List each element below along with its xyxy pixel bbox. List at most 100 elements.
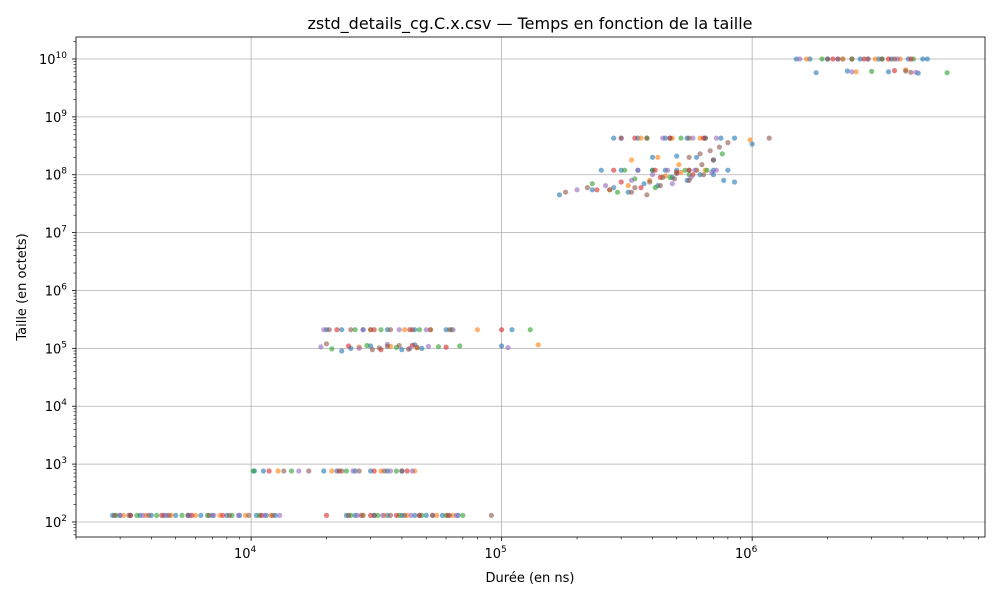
scatter-point (211, 512, 217, 519)
scatter-point (647, 179, 653, 185)
scatter-point (474, 327, 480, 333)
scatter-point (671, 176, 678, 182)
scatter-point (323, 512, 330, 519)
scatter-point (226, 512, 233, 519)
scatter-point (924, 56, 930, 62)
y-tick-label: 104 (45, 398, 68, 415)
scatter-point (913, 69, 919, 75)
scatter-point (835, 56, 841, 62)
scatter-point (713, 167, 720, 173)
scatter-point (154, 512, 160, 519)
scatter-point (625, 183, 631, 189)
scatter-point (840, 56, 846, 62)
scatter-point (674, 153, 680, 159)
scatter-point (399, 347, 405, 353)
scatter-point (117, 512, 123, 519)
scatter-point (179, 512, 185, 519)
scatter-point (416, 512, 423, 519)
scatter-point (416, 327, 423, 333)
y-tick-label-base: 10 (45, 169, 62, 184)
scatter-point (260, 468, 266, 474)
y-tick-label: 108 (45, 167, 68, 184)
scatter-point (678, 169, 684, 175)
scatter-point (830, 56, 836, 62)
scatter-point (697, 151, 703, 157)
scatter-point (402, 512, 408, 519)
scatter-point (686, 177, 692, 183)
scatter-point (891, 56, 898, 62)
scatter-point (396, 342, 402, 349)
scatter-point (527, 327, 533, 333)
x-tick-label-base: 10 (234, 547, 251, 562)
y-tick-label: 1010 (39, 51, 67, 68)
scatter-point (879, 56, 885, 62)
y-tick-label-base: 10 (45, 284, 62, 299)
scatter-point (694, 154, 700, 160)
scatter-point (719, 151, 725, 157)
scatter-point (166, 512, 172, 519)
scatter-point (329, 346, 335, 352)
scatter-point (628, 189, 635, 195)
scatter-point (246, 512, 252, 519)
scatter-point (692, 167, 698, 173)
scatter-point (725, 167, 731, 173)
scatter-point (857, 56, 863, 62)
scatter-point (690, 135, 696, 141)
scatter-point (598, 167, 604, 173)
scatter-point (865, 56, 871, 62)
scatter-point (435, 344, 442, 350)
scatter-point (134, 512, 140, 519)
scatter-point (393, 468, 399, 474)
x-axis-label: Durée (en ns) (486, 571, 575, 586)
scatter-point (412, 512, 418, 519)
scatter-point (387, 468, 394, 474)
scatter-point (644, 135, 650, 141)
scatter-point (326, 327, 332, 333)
scatter-point (699, 162, 705, 168)
y-tick-label-exp: 9 (61, 109, 67, 119)
scatter-point (206, 512, 212, 519)
scatter-point (277, 512, 283, 519)
scatter-point (399, 468, 405, 474)
y-tick-label-exp: 4 (61, 398, 67, 408)
scatter-point (419, 345, 425, 351)
y-tick-label-base: 10 (45, 400, 62, 415)
scatter-point (707, 148, 713, 154)
scatter-point (718, 135, 724, 141)
scatter-point (270, 512, 276, 519)
scatter-point (908, 69, 914, 75)
scatter-point (126, 512, 132, 519)
scatter-point (261, 512, 267, 519)
scatter-point (682, 167, 688, 173)
scatter-point (275, 468, 281, 474)
x-tick-label-exp: 4 (251, 545, 257, 555)
scatter-point (371, 468, 377, 474)
scatter-point (869, 68, 875, 74)
y-tick-label-base: 10 (39, 53, 56, 68)
scatter-point (638, 185, 644, 191)
scatter-point (402, 327, 408, 333)
y-tick-label: 105 (45, 340, 67, 357)
scatter-point (713, 135, 720, 141)
scatter-point (404, 468, 410, 474)
scatter-point (111, 512, 118, 519)
scatter-point (556, 192, 563, 198)
scatter-point (686, 135, 692, 141)
y-tick-label-exp: 10 (56, 51, 68, 61)
scatter-point (505, 345, 511, 351)
y-tick-label-exp: 5 (61, 340, 67, 350)
scatter-point (861, 56, 867, 62)
scatter-point (652, 185, 658, 191)
x-tick-label-exp: 6 (752, 545, 758, 555)
scatter-point (381, 468, 387, 474)
scatter-point (288, 468, 295, 474)
scatter-point (281, 468, 287, 474)
scatter-point (638, 135, 644, 141)
scatter-point (657, 183, 663, 189)
scatter-point (819, 56, 825, 62)
x-tick-label: 106 (735, 545, 758, 562)
scatter-point (704, 167, 710, 173)
y-tick-label-base: 10 (45, 111, 62, 126)
